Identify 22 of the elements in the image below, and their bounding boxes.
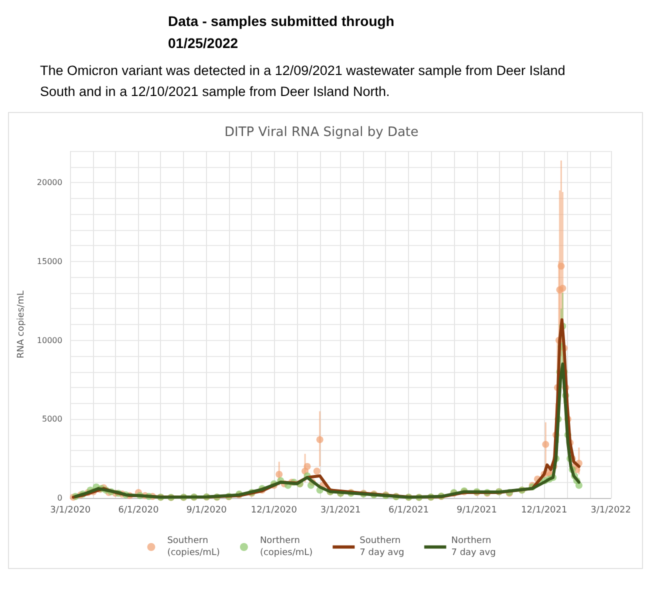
legend-label: Northern (copies/mL): [260, 536, 313, 558]
text: Data - samples submitted through 01/25/2022: [167, 12, 396, 53]
x-tick-label: 6/1/2021: [388, 506, 429, 516]
y-axis-title: RNA copies/mL: [16, 290, 26, 358]
legend-label: Southern 7 day avg: [360, 536, 404, 558]
x-tick-label: 9/1/2021: [456, 506, 497, 516]
legend-label: Northern 7 day avg: [451, 536, 496, 558]
y-tick-label: 0: [57, 494, 62, 502]
y-tick-label: 10000: [36, 336, 62, 345]
y-tick-label: 15000: [36, 256, 62, 266]
x-tick-label: 3/1/2020: [50, 506, 91, 516]
x-tick-label: 12/1/2020: [250, 506, 298, 516]
legend-label: Southern (copies/mL): [167, 536, 220, 558]
y-tick-label: 5000: [42, 414, 62, 424]
y-tick-label: 20000: [36, 178, 62, 188]
text: The Omicron variant was detected in a 12/09/2021 wastewater sample from Deer Island South and in a 12/10/2021 sample from Deer Island North.: [39, 62, 566, 101]
x-tick-label: 3/1/2022: [590, 506, 631, 516]
x-tick-label: 9/1/2020: [186, 506, 228, 516]
chart-title: DITP Viral RNA Signal by Date: [224, 125, 419, 140]
x-tick-label: 6/1/2020: [118, 506, 159, 516]
x-tick-label: 12/1/2021: [521, 506, 568, 516]
x-tick-label: 3/1/2021: [320, 506, 361, 516]
